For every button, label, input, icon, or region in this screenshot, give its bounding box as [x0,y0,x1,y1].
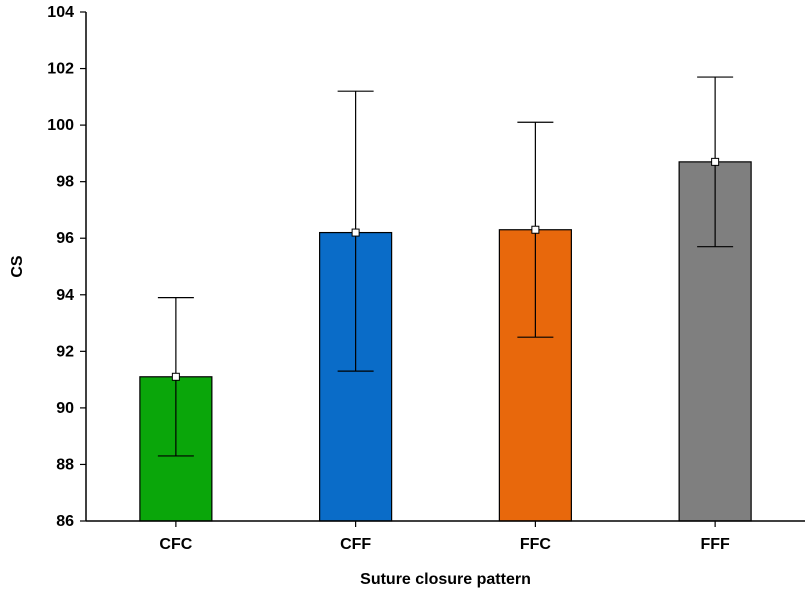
mean-marker [711,157,720,166]
y-tick-label: 102 [47,61,74,78]
y-axis-ticks: 86 88 90 92 94 96 98 100 102 104 [47,4,86,530]
y-tick-label: 96 [56,230,74,247]
mean-marker [531,225,540,234]
y-axis-title: CS [9,255,26,278]
y-tick-label: 86 [56,513,74,530]
y-tick-label: 94 [56,287,74,304]
bars [139,161,752,522]
x-tick-label: FFC [520,536,552,553]
error-bars [157,76,734,457]
x-tick-label: CFC [159,536,192,553]
y-tick-label: 100 [47,117,74,134]
x-axis-ticks: CFC CFF FFC FFF [159,521,730,553]
mean-markers [171,157,720,381]
y-tick-label: 98 [56,174,74,191]
x-tick-label: CFF [340,536,371,553]
mean-marker [171,372,180,381]
mean-marker [351,228,360,237]
y-tick-label: 90 [56,400,74,417]
y-tick-label: 104 [47,4,74,21]
x-axis-title: Suture closure pattern [360,571,531,588]
y-tick-label: 92 [56,343,74,360]
y-tick-label: 88 [56,456,74,473]
x-tick-label: FFF [700,536,730,553]
